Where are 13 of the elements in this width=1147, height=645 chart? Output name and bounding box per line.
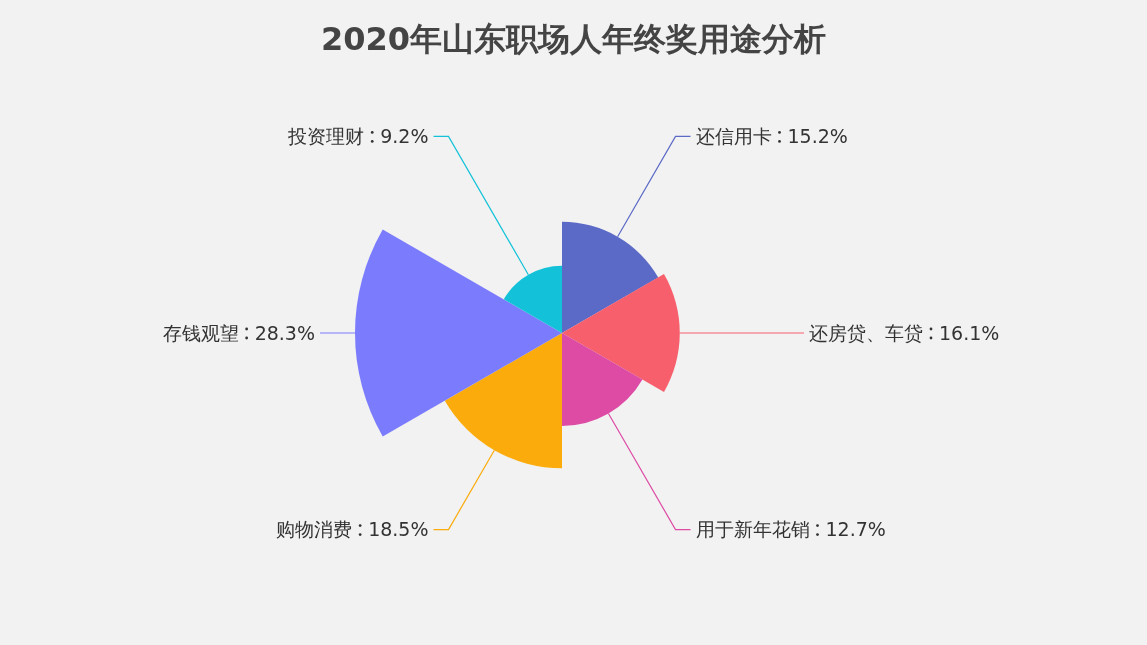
data-label: 18.5% [368, 518, 429, 541]
data-label: 12.7% [825, 518, 886, 541]
text: 2020年山东职场人年终奖用途分析 [320, 20, 827, 58]
category-label: 用于新年花销 [695, 518, 810, 541]
category-label: 购物消费 [276, 518, 353, 541]
category-label: 还信用卡 [695, 125, 772, 148]
data-label: 28.3% [254, 321, 315, 344]
category-label: 存钱观望 [162, 321, 239, 344]
data-label: 9.2% [380, 125, 429, 148]
data-label: 16.1% [939, 321, 1000, 344]
category-label: 还房贷、车贷 [809, 321, 923, 344]
data-label: 15.2% [787, 125, 848, 148]
category-label: 投资理财 [287, 125, 365, 148]
